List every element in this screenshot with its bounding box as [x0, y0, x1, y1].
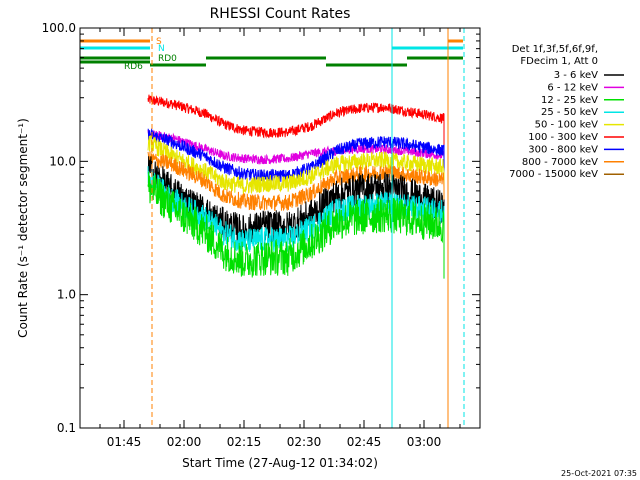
legend-label: 12 - 25 keV: [541, 95, 598, 106]
legend: Det 1f,3f,5f,6f,9f,FDecim 1, Att 0 3 - 6 …: [509, 44, 624, 180]
y-tick-label: 0.1: [57, 421, 76, 435]
legend-header-line: Det 1f,3f,5f,6f,9f,: [512, 44, 598, 55]
series-line-300to800keV: [147, 128, 445, 204]
x-tick-label: 02:00: [167, 435, 202, 449]
legend-label: 3 - 6 keV: [554, 70, 598, 81]
series-line-100to300keV: [147, 94, 445, 172]
legend-label: 100 - 300 keV: [528, 132, 598, 143]
x-axis-label: Start Time (27-Aug-12 01:34:02): [182, 456, 378, 470]
legend-label: 25 - 50 keV: [541, 107, 598, 118]
legend-label: 6 - 12 keV: [547, 82, 598, 93]
y-tick-label: 100.0: [42, 21, 76, 35]
x-tick-label: 01:45: [107, 435, 142, 449]
axes: 01:45 02:00 02:15 02:30 02:45 03:00 0.1 1.0 10.0…: [42, 21, 481, 449]
state-label-n: N: [158, 44, 165, 54]
x-tick-label: 02:45: [347, 435, 382, 449]
x-tick-label: 02:15: [227, 435, 262, 449]
legend-header-line: FDecim 1, Att 0: [520, 56, 598, 67]
y-tick-label: 1.0: [57, 288, 76, 302]
series-line-50to100keV: [147, 135, 445, 221]
y-tick-label: 10.0: [49, 154, 76, 168]
state-label-s: S: [156, 37, 162, 47]
legend-label: 7000 - 15000 keV: [509, 169, 598, 180]
footer-date: 25-Oct-2021 07:35: [561, 469, 637, 478]
legend-label: 50 - 100 keV: [535, 120, 599, 131]
y-axis-label: Count Rate (s⁻¹ detector segment⁻¹): [16, 118, 30, 338]
legend-label: 300 - 800 keV: [528, 144, 598, 155]
x-tick-label: 02:30: [287, 435, 322, 449]
x-tick-label: 03:00: [407, 435, 442, 449]
state-label-rd6: RD6: [124, 62, 143, 72]
series-layer: [147, 94, 445, 279]
series-line-800to7000keV: [147, 151, 445, 234]
legend-label: 800 - 7000 keV: [522, 157, 598, 168]
series-line-12to25keV: [147, 171, 445, 279]
series-line-6to12keV: [147, 129, 445, 209]
chart-title: RHESSI Count Rates: [210, 6, 351, 22]
state-label-rd0: RD0: [158, 54, 177, 64]
